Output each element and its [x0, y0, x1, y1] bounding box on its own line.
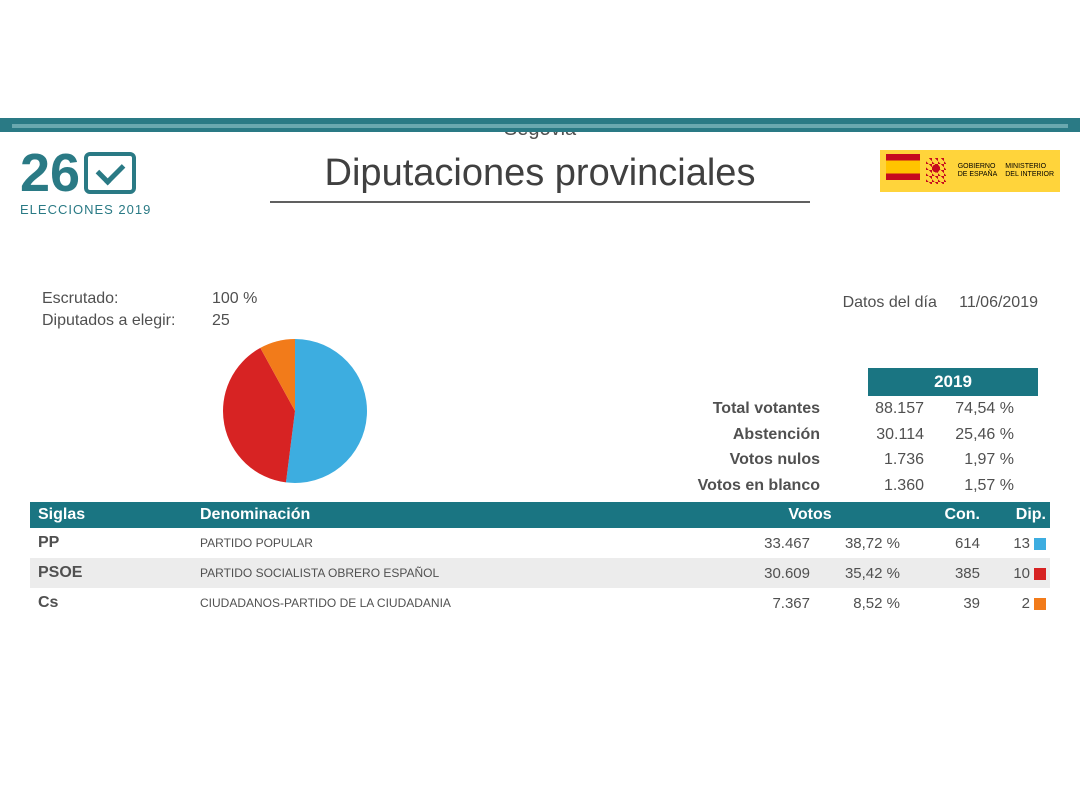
party-siglas: PSOE — [30, 564, 200, 582]
escrutado-value: 100 % — [212, 290, 257, 308]
party-dip: 2 — [980, 595, 1050, 612]
party-votos: 33.467 — [720, 535, 810, 552]
party-denom: PARTIDO SOCIALISTA OBRERO ESPAÑOL — [200, 566, 720, 580]
stats-percent: 74,54 % — [924, 396, 1014, 422]
table-row: PPPARTIDO POPULAR33.46738,72 %61413 — [30, 528, 1050, 558]
top-accent-bar — [0, 118, 1080, 132]
stats-percent: 1,97 % — [924, 447, 1014, 473]
gov-label-2: MINISTERIO DEL INTERIOR — [1005, 163, 1054, 180]
header: 26 ELECCIONES 2019 Diputaciones provinci… — [0, 146, 1080, 236]
stats-label: Total votantes — [644, 396, 844, 422]
checkmark-icon — [84, 152, 136, 194]
party-color-icon — [1034, 538, 1046, 550]
party-dip: 10 — [980, 565, 1050, 582]
party-pct: 8,52 % — [810, 595, 900, 612]
party-pct: 38,72 % — [810, 535, 900, 552]
escrutado-label: Escrutado: — [42, 290, 212, 308]
party-con: 385 — [900, 565, 980, 582]
col-siglas: Siglas — [30, 506, 200, 524]
party-denom: CIUDADANOS-PARTIDO DE LA CIUDADANIA — [200, 596, 720, 610]
logo-number: 26 — [20, 146, 80, 200]
stats-row: Votos en blanco1.3601,57 % — [644, 473, 1038, 499]
spain-flag-icon — [886, 154, 920, 180]
gov-label-1: GOBIERNO DE ESPAÑA — [958, 163, 998, 180]
stats-label: Abstención — [644, 422, 844, 448]
col-denom: Denominación — [200, 506, 720, 524]
info-right: Datos del día 11/06/2019 — [843, 294, 1038, 312]
party-color-icon — [1034, 568, 1046, 580]
party-siglas: Cs — [30, 594, 200, 612]
results-header: Siglas Denominación Votos Con. Dip. — [30, 502, 1050, 528]
info-left: Escrutado: 100 % Diputados a elegir: 25 — [42, 290, 257, 334]
results-table: Siglas Denominación Votos Con. Dip. PPPA… — [30, 502, 1050, 618]
stats-value: 88.157 — [844, 396, 924, 422]
stats-value: 1.360 — [844, 473, 924, 499]
party-denom: PARTIDO POPULAR — [200, 536, 720, 550]
party-color-icon — [1034, 598, 1046, 610]
elections-logo: 26 ELECCIONES 2019 — [20, 146, 151, 217]
col-votos: Votos — [720, 506, 900, 524]
government-badge: GOBIERNO DE ESPAÑA MINISTERIO DEL INTERI… — [880, 150, 1060, 192]
stats-value: 30.114 — [844, 422, 924, 448]
stats-row: Total votantes88.15774,54 % — [644, 396, 1038, 422]
party-con: 614 — [900, 535, 980, 552]
pie-chart — [220, 336, 370, 486]
party-pct: 35,42 % — [810, 565, 900, 582]
stats-label: Votos nulos — [644, 447, 844, 473]
diputados-label: Diputados a elegir: — [42, 312, 212, 330]
party-votos: 7.367 — [720, 595, 810, 612]
party-dip: 13 — [980, 535, 1050, 552]
pie-slice — [286, 339, 367, 483]
title-underline — [270, 201, 810, 203]
col-con: Con. — [900, 506, 980, 524]
stats-year: 2019 — [868, 368, 1038, 396]
stats-row: Abstención30.11425,46 % — [644, 422, 1038, 448]
stats-row: Votos nulos1.7361,97 % — [644, 447, 1038, 473]
stats-table: 2019 Total votantes88.15774,54 %Abstenci… — [644, 368, 1038, 498]
datos-value: 11/06/2019 — [959, 294, 1038, 311]
spain-emblem-icon — [926, 158, 946, 184]
party-siglas: PP — [30, 534, 200, 552]
stats-percent: 25,46 % — [924, 422, 1014, 448]
logo-subtitle: ELECCIONES 2019 — [20, 202, 151, 217]
stats-label: Votos en blanco — [644, 473, 844, 499]
col-dip: Dip. — [980, 506, 1050, 524]
diputados-value: 25 — [212, 312, 230, 330]
stats-value: 1.736 — [844, 447, 924, 473]
datos-label: Datos del día — [843, 294, 937, 311]
stats-percent: 1,57 % — [924, 473, 1014, 499]
party-votos: 30.609 — [720, 565, 810, 582]
table-row: PSOEPARTIDO SOCIALISTA OBRERO ESPAÑOL30.… — [30, 558, 1050, 588]
party-con: 39 — [900, 595, 980, 612]
table-row: CsCIUDADANOS-PARTIDO DE LA CIUDADANIA7.3… — [30, 588, 1050, 618]
